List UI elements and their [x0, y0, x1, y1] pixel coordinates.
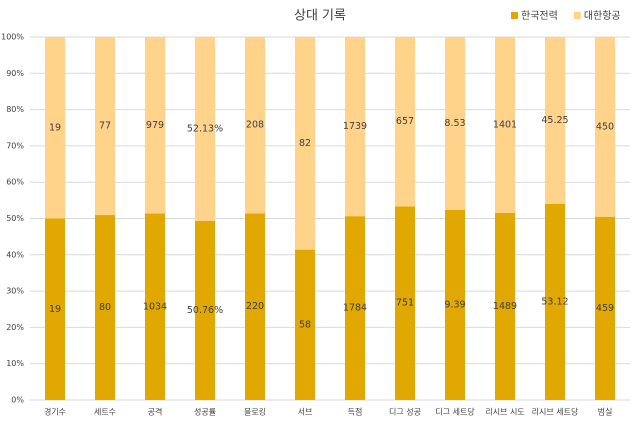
data-label: 1784	[343, 303, 367, 314]
legend-swatch	[573, 12, 581, 19]
bar-segment	[495, 37, 515, 213]
data-label: 80	[99, 302, 111, 313]
data-label: 979	[146, 120, 164, 131]
bar-segment	[145, 37, 165, 214]
bar-segment	[545, 203, 565, 400]
data-label: 58	[299, 319, 311, 330]
y-tick-label: 30%	[6, 287, 24, 296]
x-tick-label: 리시브 세트당	[532, 407, 579, 417]
data-label: 77	[99, 121, 111, 132]
y-tick-label: 50%	[6, 214, 24, 223]
y-tick-label: 0%	[11, 396, 24, 405]
bar-segment	[445, 209, 465, 400]
x-tick-label: 득점	[348, 407, 363, 417]
data-label: 1739	[343, 121, 367, 132]
bar-segment	[45, 218, 65, 400]
y-tick-label: 20%	[6, 323, 24, 332]
data-label: 1034	[143, 301, 167, 312]
y-tick-label: 70%	[6, 141, 24, 150]
data-label: 52.13%	[187, 123, 223, 134]
data-label: 220	[246, 301, 264, 312]
data-label: 19	[49, 304, 61, 315]
bar-segment	[45, 37, 65, 219]
x-tick-label: 서브	[298, 408, 313, 417]
data-label: 1489	[493, 301, 517, 312]
bar-segment	[445, 37, 465, 210]
bar-segment	[95, 37, 115, 216]
data-label: 657	[396, 116, 414, 127]
y-tick-label: 60%	[6, 178, 24, 187]
x-tick-label: 디그 세트당	[435, 407, 475, 417]
data-label: 751	[396, 298, 414, 309]
bar-segment	[395, 206, 415, 400]
bar-segment	[245, 213, 265, 400]
chart-title: 상대 기록	[294, 9, 346, 24]
bar-segment	[145, 213, 165, 400]
data-label: 459	[596, 303, 614, 314]
x-tick-label: 성공률	[194, 408, 216, 417]
bar-segment	[95, 215, 115, 400]
x-tick-label: 공격	[148, 407, 163, 417]
x-tick-label: 블로킹	[244, 407, 266, 417]
data-label: 50.76%	[187, 305, 223, 316]
bar-segment	[595, 37, 615, 217]
y-tick-label: 10%	[6, 359, 24, 368]
data-label: 9.39	[444, 299, 465, 310]
bar-segment	[595, 216, 615, 400]
y-tick-label: 100%	[1, 33, 24, 42]
data-label: 45.25	[541, 115, 568, 126]
x-tick-label: 리시브 시도	[485, 408, 524, 417]
bar-segment	[395, 37, 415, 207]
x-tick-label: 디그 성공	[389, 408, 421, 417]
bar-segment	[345, 37, 365, 217]
bar-segment	[195, 37, 215, 221]
x-tick-label: 경기수	[44, 407, 66, 417]
data-label: 53.12	[541, 296, 568, 307]
bar-segment	[345, 216, 365, 400]
data-label: 82	[299, 138, 311, 149]
bar-segment	[545, 37, 565, 204]
y-tick-label: 40%	[6, 250, 24, 259]
bar-segment	[195, 220, 215, 400]
bar-segment	[295, 37, 315, 250]
bar-segment	[495, 212, 515, 400]
x-tick-label: 세트수	[94, 408, 116, 417]
bar-segment	[295, 249, 315, 400]
data-label: 1401	[493, 119, 517, 130]
data-label: 450	[596, 121, 614, 132]
data-label: 8.53	[444, 118, 465, 129]
bar-segment	[245, 37, 265, 214]
data-label: 19	[49, 122, 61, 133]
legend-swatch	[511, 12, 518, 19]
legend-label: 한국전력	[521, 10, 558, 22]
x-tick-label: 범실	[598, 407, 613, 417]
y-tick-label: 90%	[6, 69, 24, 78]
legend-label: 대한항공	[584, 10, 621, 22]
data-label: 208	[246, 120, 264, 131]
y-tick-label: 80%	[6, 105, 24, 114]
